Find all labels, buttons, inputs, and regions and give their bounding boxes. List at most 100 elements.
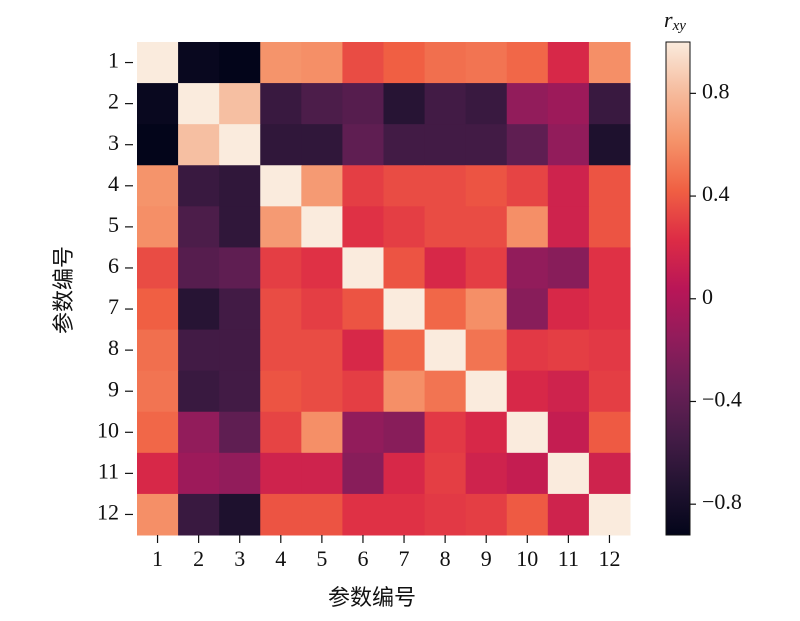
heatmap-cell: [137, 411, 179, 454]
heatmap-cell: [547, 83, 590, 125]
x-tick-label: 7: [399, 546, 410, 571]
heatmap-cell: [219, 370, 261, 413]
heatmap-cell: [424, 165, 467, 207]
heatmap-cell: [137, 370, 179, 413]
heatmap-cell: [506, 124, 549, 166]
colorbar-label-base: r: [664, 7, 673, 32]
heatmap-cell: [342, 370, 384, 413]
heatmap-cell: [260, 411, 302, 454]
heatmap-cell: [137, 247, 179, 289]
heatmap-cell: [424, 411, 467, 454]
colorbar-tick-label: −0.4: [702, 387, 742, 412]
heatmap-cell: [219, 206, 261, 248]
heatmap-cell: [219, 83, 261, 125]
y-tick-label: 1: [108, 48, 119, 73]
heatmap-cell: [260, 329, 302, 372]
heatmap-cell: [342, 288, 384, 331]
y-tick-label: 9: [108, 376, 119, 401]
heatmap-cell: [547, 165, 590, 207]
heatmap-cell: [547, 493, 590, 536]
y-tick-label: 3: [108, 130, 119, 155]
heatmap-cell: [547, 124, 590, 166]
heatmap-cell: [342, 247, 384, 289]
heatmap-cell: [506, 165, 549, 207]
y-axis-label: 参数编号: [51, 246, 76, 334]
heatmap-cell: [219, 247, 261, 289]
heatmap-cell: [301, 493, 343, 536]
heatmap-cell: [424, 206, 467, 248]
x-tick-label: 2: [193, 546, 204, 571]
heatmap-cell: [506, 247, 549, 289]
heatmap-cell: [506, 411, 549, 454]
heatmap-cell: [137, 206, 179, 248]
heatmap-cell: [383, 329, 426, 372]
heatmap-cell: [383, 42, 426, 84]
heatmap-cell: [383, 206, 426, 248]
x-tick-label: 1: [152, 546, 163, 571]
heatmap-cell: [547, 42, 590, 84]
heatmap-cell: [383, 124, 426, 166]
heatmap-cell: [424, 329, 467, 372]
y-tick-label: 7: [108, 294, 119, 319]
y-tick-label: 6: [108, 253, 119, 278]
heatmap-cell: [260, 83, 302, 125]
heatmap-cell: [178, 83, 220, 125]
x-tick-label: 10: [516, 546, 538, 571]
x-tick-label: 12: [598, 546, 620, 571]
colorbar-label: rxy: [664, 7, 686, 34]
x-axis-label: 参数编号: [328, 585, 416, 610]
heatmap-cell: [465, 329, 508, 372]
heatmap-cell: [465, 42, 508, 84]
y-tick-label: 11: [98, 458, 119, 483]
heatmap-cell: [301, 247, 343, 289]
heatmap-cell: [219, 493, 261, 536]
heatmap-cell: [301, 42, 343, 84]
heatmap-cell: [424, 370, 467, 413]
heatmap-cell: [342, 42, 384, 84]
heatmap-cell: [342, 329, 384, 372]
heatmap-cell: [342, 83, 384, 125]
heatmap-cell: [424, 493, 467, 536]
heatmap-cell: [260, 124, 302, 166]
y-tick-label: 2: [108, 89, 119, 114]
heatmap-cell: [301, 411, 343, 454]
heatmap-cell: [301, 206, 343, 248]
heatmap-cell: [465, 493, 508, 536]
heatmap-cell: [137, 83, 179, 125]
heatmap-cell: [178, 288, 220, 331]
colorbar-tick-label: −0.8: [702, 489, 742, 514]
heatmap-cell: [137, 493, 179, 536]
heatmap-cell: [465, 370, 508, 413]
heatmap-cell: [383, 411, 426, 454]
heatmap-cell: [588, 493, 631, 536]
heatmap-cell: [301, 370, 343, 413]
heatmap-cell: [301, 124, 343, 166]
heatmap-cell: [178, 165, 220, 207]
heatmap-cell: [588, 288, 631, 331]
heatmap-cell: [219, 288, 261, 331]
heatmap-cell: [506, 83, 549, 125]
heatmap-cell: [588, 206, 631, 248]
heatmap-cell: [342, 493, 384, 536]
heatmap-cell: [588, 247, 631, 289]
heatmap-cell: [260, 247, 302, 289]
heatmap-cell: [301, 452, 343, 495]
colorbar: [665, 41, 691, 536]
heatmap-cell: [465, 206, 508, 248]
heatmap-cell: [137, 288, 179, 331]
heatmap-cell: [260, 288, 302, 331]
heatmap-cell: [301, 288, 343, 331]
heatmap-cell: [219, 329, 261, 372]
heatmap-cell: [178, 329, 220, 372]
heatmap-cell: [219, 452, 261, 495]
heatmap-cell: [137, 165, 179, 207]
heatmap-cell: [547, 288, 590, 331]
heatmap-cell: [219, 124, 261, 166]
heatmap-cell: [260, 165, 302, 207]
heatmap-cell: [342, 165, 384, 207]
heatmap-cell: [588, 411, 631, 454]
heatmap-cell: [588, 452, 631, 495]
heatmap-cell: [383, 370, 426, 413]
heatmap-cell: [506, 329, 549, 372]
